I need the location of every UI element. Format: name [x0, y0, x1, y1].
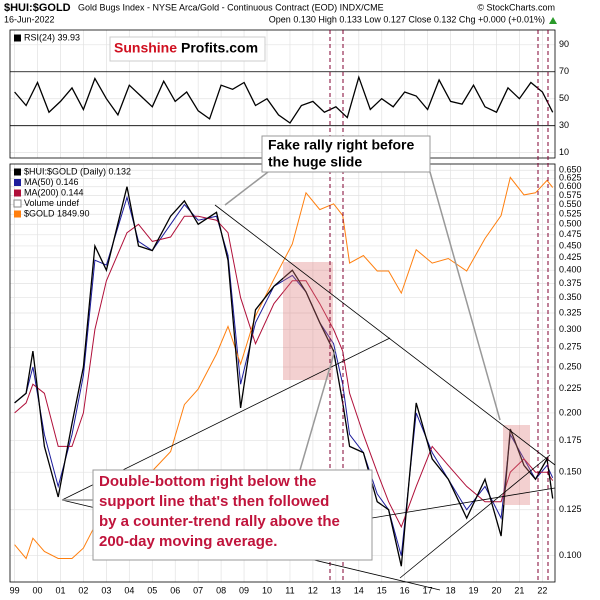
highlight — [283, 262, 333, 380]
y-tick-label: 0.525 — [559, 209, 582, 219]
legend-swatch — [14, 210, 21, 218]
y-tick-label: 30 — [559, 120, 569, 130]
x-tick-label: 14 — [354, 585, 364, 595]
x-tick-label: 18 — [446, 585, 456, 595]
x-tick-label: 02 — [78, 585, 88, 595]
y-tick-label: 0.475 — [559, 229, 582, 239]
date: 16-Jun-2022 — [4, 14, 55, 24]
legend-label: $GOLD 1849.90 — [24, 208, 90, 218]
logo-text: Sunshine — [114, 40, 177, 56]
legend-swatch — [14, 179, 21, 186]
legend-label: RSI(24) 39.93 — [24, 32, 80, 42]
trend-line — [214, 204, 556, 466]
y-tick-label: 0.450 — [559, 240, 582, 250]
x-tick-label: 12 — [308, 585, 318, 595]
series-line — [14, 186, 554, 567]
logo-text: Profits.com — [181, 40, 258, 56]
pointer — [299, 349, 336, 471]
up-arrow — [549, 17, 557, 24]
x-tick-label: 06 — [170, 585, 180, 595]
legend-swatch — [13, 199, 22, 208]
plot-layer: RSI(24) 39.93 99 00 01 02 03 04 05 06 07 08 09 10 11 1… — [10, 29, 556, 595]
legend-label: MA(200) 0.144 — [24, 187, 84, 197]
y-tick-label: 0.425 — [559, 252, 582, 262]
x-tick-label: 99 — [10, 585, 20, 595]
y-tick-label: 0.625 — [559, 173, 582, 183]
x-tick-label: 00 — [33, 585, 43, 595]
y-tick-label: 0.275 — [559, 342, 582, 352]
annotation: Fake rally right before — [268, 137, 414, 153]
symbol: $HUI:$GOLD — [4, 2, 71, 14]
y-tick-label: 0.250 — [559, 361, 582, 371]
y-tick-label: 0.600 — [559, 181, 582, 191]
legend-swatch — [14, 34, 21, 42]
description: Gold Bugs Index - NYSE Arca/Gold - Conti… — [78, 2, 384, 12]
series-line — [14, 75, 554, 124]
x-tick-label: 07 — [193, 585, 203, 595]
legend-swatch — [14, 168, 21, 176]
series-line — [14, 176, 554, 560]
x-tick-label: 08 — [216, 585, 226, 595]
callout-box — [92, 469, 373, 561]
annotation-shapes — [61, 30, 556, 591]
annotation: the huge slide — [268, 154, 362, 170]
series-line — [14, 215, 554, 529]
legend-swatch — [14, 189, 21, 197]
pointer — [429, 171, 501, 421]
y-tick-label: 0.200 — [559, 407, 582, 417]
callout-box — [261, 135, 431, 173]
y-tick-label: 0.325 — [559, 307, 582, 317]
annotation: Double-bottom right below the — [99, 473, 316, 490]
y-tick-label: 0.350 — [559, 292, 582, 302]
x-tick-label: 22 — [537, 585, 547, 595]
y-tick-label: 50 — [559, 93, 569, 103]
highlight — [503, 425, 530, 505]
y-tick-label: 0.175 — [559, 435, 582, 445]
x-tick-label: 21 — [514, 585, 524, 595]
y-tick-label: 10 — [559, 147, 569, 157]
x-tick-label: 05 — [147, 585, 157, 595]
y-tick-label: 0.400 — [559, 265, 582, 275]
y-tick-label: 0.500 — [559, 219, 582, 229]
y-tick-label: 0.650 — [559, 165, 582, 175]
annotation: by a counter-trend rally above the — [99, 513, 340, 530]
y-tick-label: 0.100 — [559, 550, 582, 560]
annotation: 200-day moving average. — [99, 533, 277, 550]
x-tick-label: 17 — [423, 585, 433, 595]
trend-line — [399, 454, 551, 579]
legend-label: $HUI:$GOLD (Daily) 0.132 — [24, 166, 131, 176]
x-tick-label: 13 — [331, 585, 341, 595]
y-tick-label: 0.125 — [559, 504, 582, 514]
y-tick-label: 70 — [559, 66, 569, 76]
copyright: © StockCharts.com — [477, 2, 555, 12]
logo-box — [109, 36, 266, 62]
y-tick-label: 0.575 — [559, 190, 582, 200]
legend-label: Volume undef — [24, 198, 80, 208]
y-tick-label: 0.150 — [559, 467, 582, 477]
y-tick-label: 0.550 — [559, 199, 582, 209]
legend-label: MA(50) 0.146 — [24, 177, 79, 187]
x-tick-label: 03 — [101, 585, 111, 595]
x-tick-label: 19 — [469, 585, 479, 595]
x-tick-label: 09 — [239, 585, 249, 595]
series-line — [14, 195, 554, 556]
y-tick-label: 90 — [559, 39, 569, 49]
trend-line — [371, 487, 556, 519]
y-tick-label: 0.375 — [559, 278, 582, 288]
x-tick-label: 16 — [400, 585, 410, 595]
x-tick-label: 20 — [491, 585, 501, 595]
x-tick-label: 04 — [124, 585, 134, 595]
y-tick-label: 0.225 — [559, 383, 582, 393]
x-tick-label: 11 — [285, 585, 294, 595]
x-tick-label: 15 — [377, 585, 387, 595]
y-tick-label: 0.300 — [559, 324, 582, 334]
pointer — [224, 171, 269, 206]
quote: Open 0.130 High 0.133 Low 0.127 Close 0.… — [269, 14, 545, 24]
x-tick-label: 01 — [55, 585, 65, 595]
x-tick-label: 10 — [262, 585, 272, 595]
annotation: support line that's then followed — [99, 493, 329, 510]
